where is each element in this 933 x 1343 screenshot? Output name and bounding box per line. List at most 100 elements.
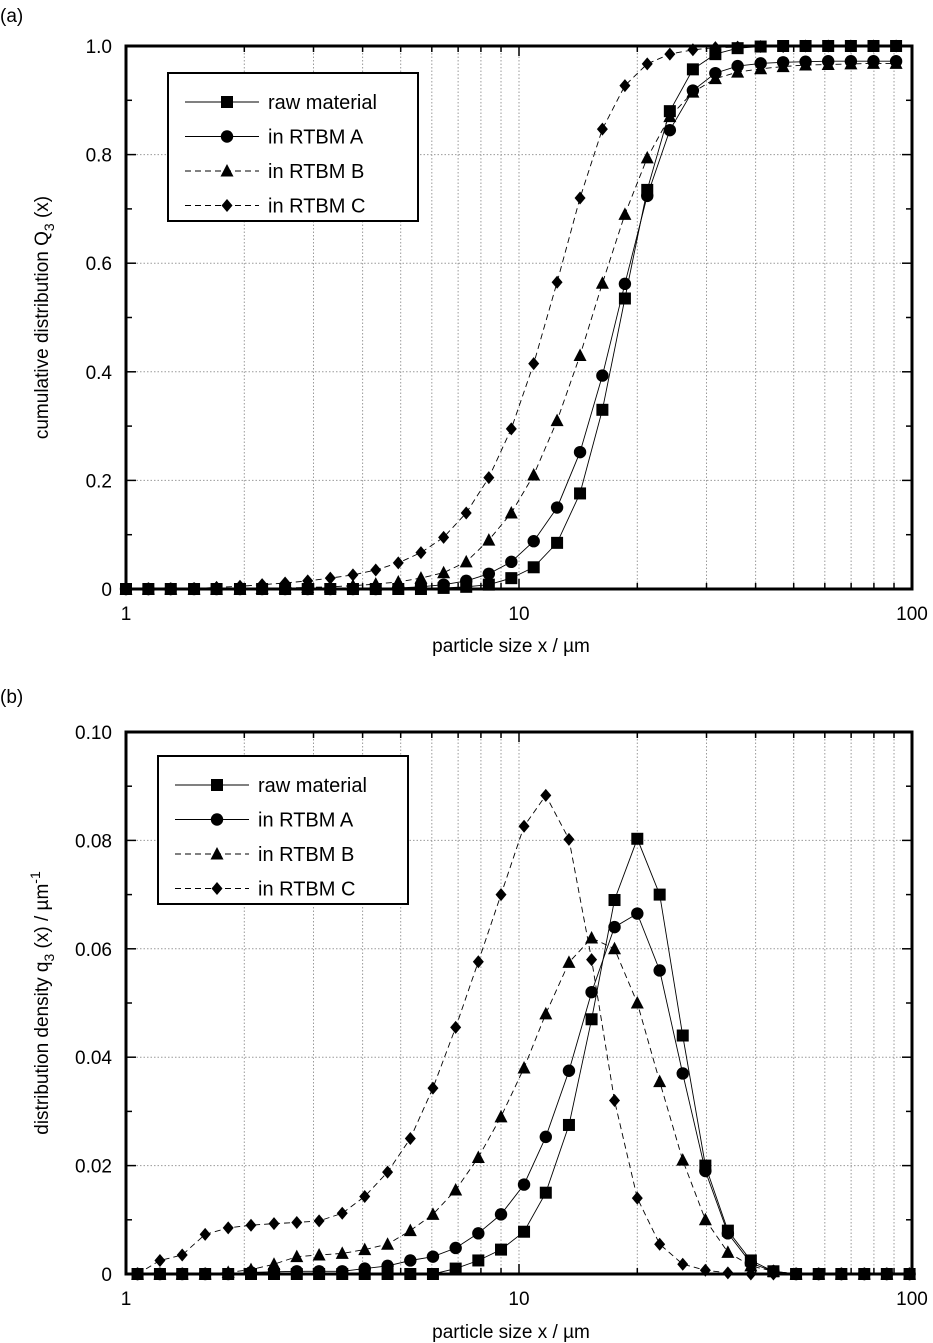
legend-marker <box>220 130 234 143</box>
data-point <box>483 471 495 485</box>
y-tick-label: 0.6 <box>86 254 112 275</box>
data-point <box>336 1265 349 1278</box>
data-point <box>676 1067 689 1080</box>
legend-marker <box>220 164 234 177</box>
legend-box <box>167 72 419 222</box>
data-point <box>527 467 541 481</box>
legend: raw material in RTBM A in RTBM B in RTBM C <box>167 72 419 222</box>
data-point <box>574 191 586 205</box>
data-point <box>505 422 517 436</box>
data-point <box>866 56 880 69</box>
data-point <box>505 555 518 569</box>
series-in-rtbm-c <box>132 788 916 1281</box>
data-point <box>415 546 427 560</box>
legend-entry-label: in RTBM C <box>268 196 365 218</box>
legend-marker <box>210 813 224 826</box>
data-point <box>551 536 564 549</box>
x-axis-label: particle size x / µm <box>432 636 590 657</box>
legend-marker <box>221 96 233 108</box>
data-point <box>404 1254 417 1267</box>
data-point <box>211 580 223 594</box>
data-point <box>518 819 530 833</box>
legend-entry-label: raw material <box>258 775 367 797</box>
data-point <box>618 207 632 220</box>
data-point <box>391 574 405 588</box>
legend-entry-label: in RTBM A <box>258 810 354 832</box>
data-point <box>302 574 314 588</box>
data-point <box>539 1006 553 1020</box>
plot-frame <box>124 44 914 591</box>
data-point <box>744 1258 758 1272</box>
legend-entry-label: in RTBM A <box>268 127 364 149</box>
data-point <box>347 568 359 582</box>
y-tick-label: 0.10 <box>75 723 112 744</box>
data-point <box>586 953 598 967</box>
x-tick-label: 100 <box>896 604 928 625</box>
legend-entry-label: in RTBM C <box>258 879 355 901</box>
data-point <box>539 1130 552 1144</box>
data-point <box>517 1178 531 1191</box>
y-tick-label: 0 <box>101 1265 112 1286</box>
data-point <box>449 1241 462 1255</box>
y-tick-label: 1.0 <box>86 37 112 58</box>
y-axis-label-main: distribution density q <box>32 962 53 1135</box>
data-point <box>312 1248 326 1261</box>
data-point <box>518 1225 531 1238</box>
y-tick-label: 0.02 <box>75 1157 112 1178</box>
y-axis-label: distribution density q3 (x) / µm-1 <box>27 871 57 1135</box>
data-point <box>540 788 552 802</box>
legend-entry-label: in RTBM B <box>258 844 354 866</box>
legend-entry-label: in RTBM B <box>268 161 364 183</box>
data-point <box>154 1253 166 1267</box>
data-point <box>596 403 609 416</box>
data-point <box>889 56 903 69</box>
data-point <box>335 1246 349 1259</box>
data-point <box>472 1227 485 1240</box>
data-point <box>550 501 564 514</box>
data-point <box>640 150 654 164</box>
data-point <box>631 832 644 845</box>
data-point <box>653 964 666 977</box>
data-point <box>404 1132 416 1145</box>
data-point <box>653 888 666 901</box>
data-point <box>585 1013 598 1026</box>
data-point <box>392 556 404 570</box>
data-point <box>291 1216 303 1230</box>
data-point <box>268 1217 280 1231</box>
data-point <box>381 1259 394 1273</box>
data-point <box>528 357 540 371</box>
data-point <box>618 277 632 291</box>
data-point <box>414 571 428 584</box>
y-tick-label: 0.06 <box>75 940 112 961</box>
data-point <box>721 1227 735 1240</box>
x-tick-label: 1 <box>121 1289 132 1310</box>
data-point <box>359 1189 371 1203</box>
data-point <box>471 1150 485 1163</box>
data-point <box>686 63 699 76</box>
data-point <box>245 1218 257 1232</box>
data-point <box>596 369 609 382</box>
data-point <box>438 530 450 544</box>
data-point <box>731 65 745 78</box>
x-tick-label: 1 <box>121 604 132 625</box>
y-axis-label-superscript: -1 <box>27 871 43 884</box>
data-point <box>654 1237 666 1251</box>
data-point <box>664 47 676 61</box>
y-tick-label: 0.04 <box>75 1048 112 1069</box>
data-point <box>562 955 576 968</box>
data-point <box>403 1223 417 1237</box>
data-point <box>608 941 622 955</box>
data-point <box>631 907 644 920</box>
plot-frame <box>124 730 914 1276</box>
y-axis-label-tail: (x) <box>32 196 53 223</box>
y-tick-label: 0.2 <box>86 471 112 492</box>
data-point <box>426 1250 440 1263</box>
data-point <box>563 832 575 846</box>
data-point <box>799 58 813 71</box>
data-point <box>585 985 598 999</box>
data-point <box>550 413 564 427</box>
data-point <box>539 1186 552 1199</box>
data-point <box>551 275 563 289</box>
data-point <box>653 1074 667 1088</box>
